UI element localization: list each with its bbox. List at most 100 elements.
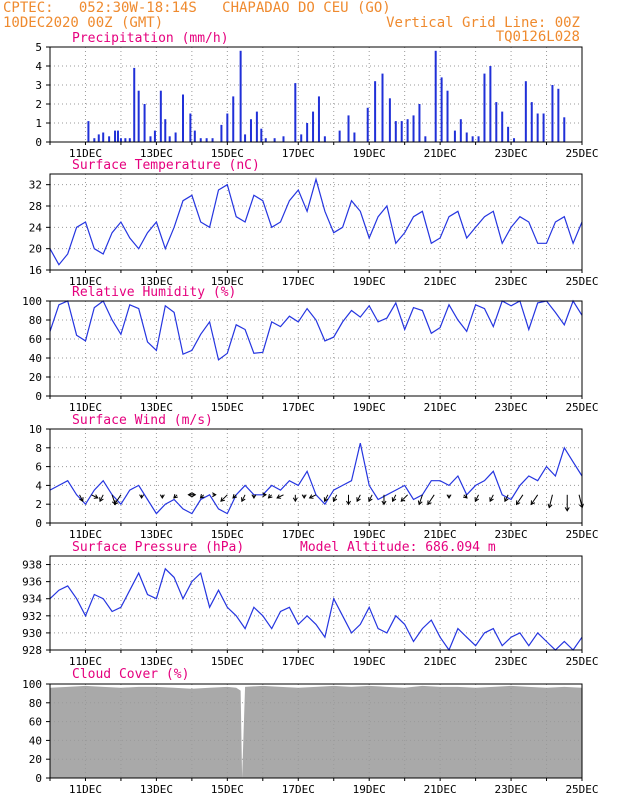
wind-arrow: [220, 494, 228, 502]
y-tick-label: 80: [29, 697, 42, 710]
x-tick-label: 15DEC: [211, 655, 244, 668]
precip-bar: [174, 132, 177, 142]
wind-arrow: [356, 494, 361, 502]
wind-arrow-head: [267, 493, 273, 499]
series-line: [49, 177, 583, 266]
precip-bar: [193, 130, 196, 142]
precip-bar: [273, 138, 276, 142]
x-tick-label: 21DEC: [424, 147, 457, 160]
x-tick-label: 15DEC: [211, 401, 244, 414]
precip-bar: [189, 113, 192, 142]
wind-arrow: [241, 494, 246, 502]
y-tick-label: 932: [22, 610, 42, 623]
precip-bar: [159, 90, 162, 142]
wind-arrow: [114, 494, 122, 505]
y-tick-label: 28: [29, 200, 42, 213]
x-tick-label: 17DEC: [282, 275, 315, 288]
panel-title: Relative Humidity (%): [72, 285, 236, 300]
precip-bar: [87, 121, 90, 142]
wind-arrow: [91, 494, 99, 499]
wind-arrow-head: [241, 497, 246, 503]
precip-bar: [459, 119, 462, 142]
precip-bar: [406, 119, 409, 142]
x-tick-label: 23DEC: [495, 401, 528, 414]
precip-bar: [489, 66, 492, 142]
precip-bar: [374, 81, 377, 142]
y-tick-label: 80: [29, 314, 42, 327]
precip-bar: [507, 126, 510, 142]
wind-arrow-head: [191, 492, 197, 498]
wind-arrow-head: [356, 497, 361, 503]
precip-bar: [133, 67, 136, 142]
panel-title: Surface Pressure (hPa): [72, 540, 244, 555]
x-tick-label: 13DEC: [140, 655, 173, 668]
y-tick-label: 934: [22, 593, 42, 606]
y-tick-label: 40: [29, 352, 42, 365]
x-tick-label: 15DEC: [211, 147, 244, 160]
y-tick-label: 938: [22, 559, 42, 572]
precip-bar: [353, 132, 356, 142]
wind-arrow-head: [462, 493, 468, 499]
precip-bar: [124, 138, 127, 142]
x-tick-label: 23DEC: [495, 528, 528, 541]
wind-arrow: [530, 494, 539, 505]
x-tick-label: 11DEC: [69, 401, 102, 414]
y-tick-label: 0: [35, 772, 42, 785]
wind-arrow-head: [139, 494, 145, 499]
precip-bar: [530, 102, 533, 142]
wind-arrow: [516, 494, 524, 505]
y-tick-label: 8: [35, 442, 42, 455]
wind-arrow-head: [308, 494, 314, 499]
precip-bar: [440, 77, 443, 142]
precip-bar: [244, 134, 247, 142]
chart-header: CPTEC: 052:30W-18:14S CHAPADAO DO CEU (G…: [0, 0, 618, 44]
x-tick-label: 19DEC: [353, 275, 386, 288]
wind-arrow: [309, 494, 317, 499]
precip-bar: [306, 123, 309, 142]
precip-bar: [199, 138, 202, 142]
precip-bar: [563, 117, 566, 142]
x-tick-label: 17DEC: [282, 401, 315, 414]
y-tick-label: 2: [35, 98, 42, 111]
wind-arrow-head: [446, 494, 452, 499]
x-tick-label: 17DEC: [282, 528, 315, 541]
x-tick-label: 21DEC: [424, 528, 457, 541]
precip-bar: [249, 119, 252, 142]
precip-bar: [471, 136, 474, 142]
precip-bar: [182, 94, 184, 142]
wind-arrow: [392, 494, 397, 502]
precip-bar: [542, 113, 545, 142]
series-line: [49, 299, 583, 361]
y-tick-label: 60: [29, 716, 42, 729]
x-tick-label: 23DEC: [495, 783, 528, 796]
y-tick-label: 1: [35, 117, 42, 130]
y-tick-label: 6: [35, 461, 42, 474]
panel-frame: [49, 428, 583, 524]
y-tick-label: 0: [35, 136, 42, 149]
precip-bar: [477, 136, 480, 142]
y-tick-label: 3: [35, 79, 42, 92]
y-tick-label: 10: [29, 423, 42, 436]
y-tick-label: 20: [29, 243, 42, 256]
precip-bar: [294, 83, 297, 142]
y-tick-label: 40: [29, 734, 42, 747]
precip-bar: [551, 85, 554, 142]
precip-bar: [114, 130, 117, 142]
y-tick-label: 0: [35, 390, 42, 403]
panel-annotation: Model Altitude: 686.094 m: [300, 540, 496, 555]
series-line: [49, 442, 583, 515]
x-tick-label: 19DEC: [353, 147, 386, 160]
precip-bar: [446, 90, 449, 142]
x-tick-label: 25DEC: [565, 147, 598, 160]
x-tick-label: 11DEC: [69, 783, 102, 796]
x-tick-label: 21DEC: [424, 655, 457, 668]
precip-bar: [282, 136, 285, 142]
series-line: [49, 567, 583, 652]
precip-bar: [232, 96, 235, 142]
precip-bar: [153, 130, 156, 142]
precip-bar: [220, 124, 223, 142]
y-tick-label: 100: [22, 678, 42, 691]
wind-arrow-head: [381, 500, 387, 506]
wind-arrow-head: [474, 497, 480, 503]
x-tick-label: 19DEC: [353, 783, 386, 796]
